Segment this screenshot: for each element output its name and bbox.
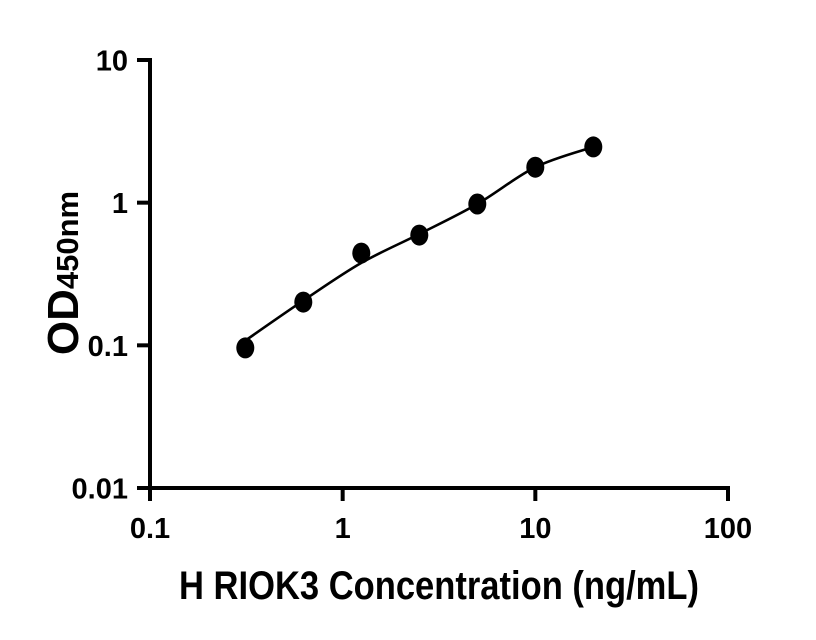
data-point-marker — [584, 136, 603, 158]
x-tick-label: 0.1 — [130, 513, 170, 545]
y-tick-label: 0.1 — [88, 331, 128, 363]
y-axis-title-subscript: 450nm — [50, 191, 85, 289]
y-axis-title-main: OD — [39, 289, 88, 355]
y-axis-title: OD450nm — [39, 191, 88, 355]
x-tick-label: 100 — [704, 513, 752, 545]
data-point-marker — [468, 193, 487, 215]
y-tick-label: 1 — [112, 188, 128, 220]
y-tick-label: 10 — [96, 46, 128, 78]
data-point-marker — [236, 337, 255, 359]
data-point-marker — [352, 242, 371, 264]
y-tick-label: 0.01 — [72, 474, 128, 506]
data-point-marker — [410, 224, 429, 246]
data-point-marker — [294, 291, 313, 313]
x-axis-title: H RIOK3 Concentration (ng/mL) — [179, 564, 699, 608]
x-tick-label: 1 — [335, 513, 351, 545]
x-tick-label: 10 — [519, 513, 551, 545]
data-point-marker — [526, 156, 545, 178]
